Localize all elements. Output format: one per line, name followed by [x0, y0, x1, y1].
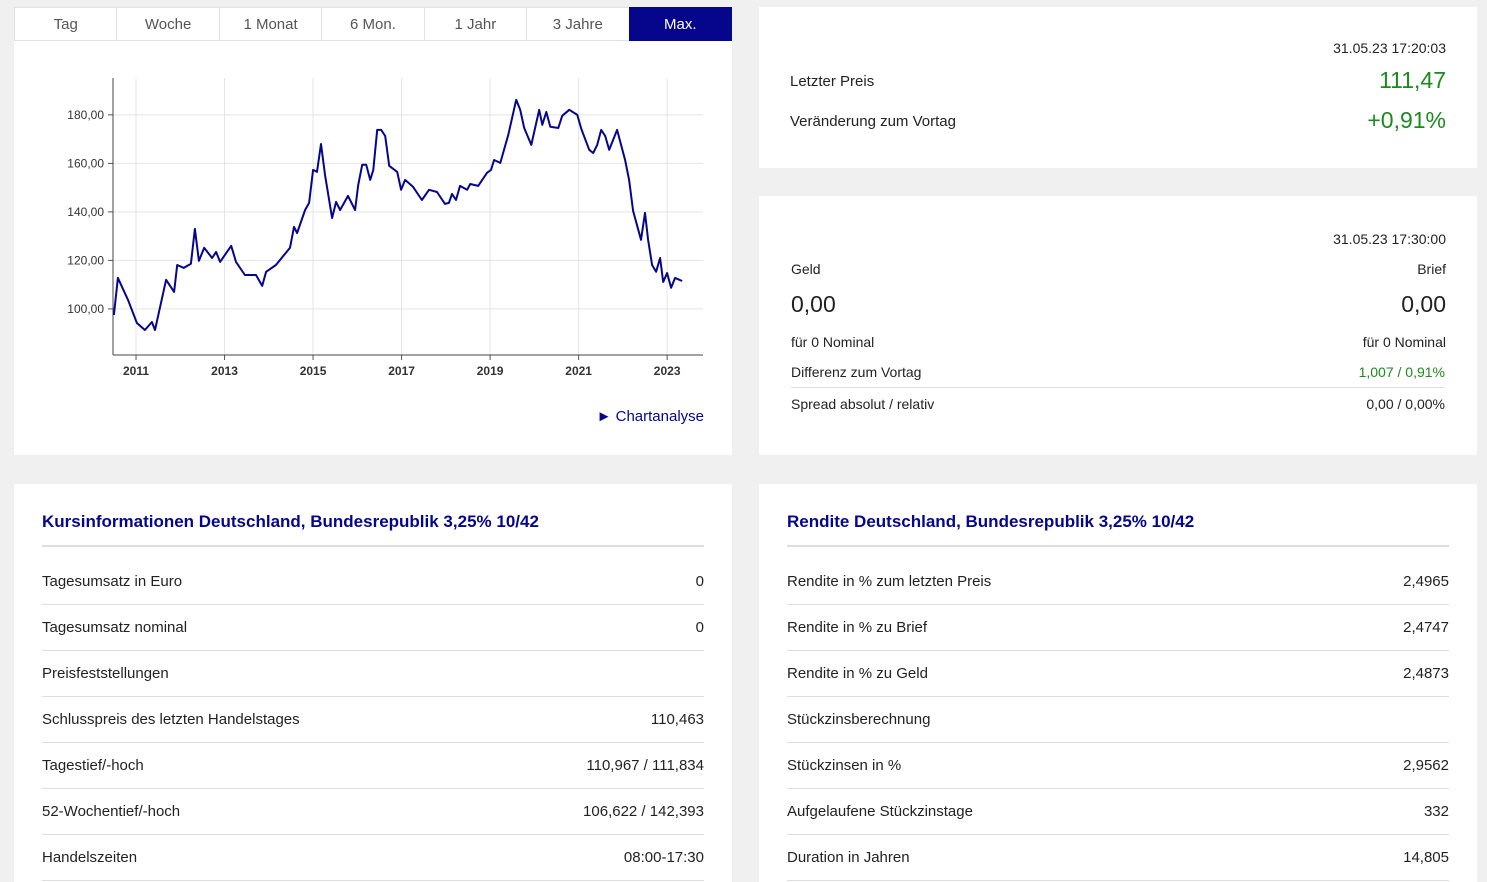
row-value: 2,4965	[1403, 573, 1449, 590]
row-value: 106,622 / 142,393	[583, 803, 704, 820]
quote-panel: 31.05.23 17:30:00 Geld Brief 0,00 0,00 f…	[759, 196, 1477, 455]
row-label: Rendite in % zu Brief	[787, 619, 928, 636]
table-row: Stückzinsberechnung	[787, 697, 1449, 743]
row-label: Spread absolut / relativ	[791, 396, 935, 412]
price-line	[112, 98, 683, 331]
row-label: Tagestief/-hoch	[42, 757, 144, 774]
x-tick-label: 2019	[477, 364, 504, 378]
row-value: 2,4747	[1403, 619, 1449, 636]
table-row: 52-Wochentief/-hoch 106,622 / 142,393	[42, 789, 704, 835]
divider	[42, 545, 704, 547]
row-label: Handelszeiten	[42, 849, 138, 866]
yield-panel: Rendite Deutschland, Bundesrepublik 3,25…	[759, 484, 1477, 882]
row-value: 0	[695, 573, 704, 590]
table-title: Kursinformationen Deutschland, Bundesrep…	[42, 512, 539, 531]
label: Letzter Preis	[790, 73, 875, 90]
tab[interactable]: 3 Jahre	[526, 7, 629, 41]
row-label: Schlusspreis des letzten Handelstages	[42, 711, 300, 728]
row-value: 0	[695, 619, 704, 636]
label: Veränderung zum Vortag	[790, 113, 956, 130]
table-row: Handelszeiten 08:00-17:30	[42, 835, 704, 881]
tab-bar: Tag Woche 1 Monat 6 Mon. 1 Jahr 3 Jahre Max.	[14, 7, 732, 41]
tab[interactable]: 6 Mon.	[321, 7, 424, 41]
row-label: Stückzinsberechnung	[787, 711, 931, 728]
x-tick-label: 2013	[211, 364, 238, 378]
y-tick-label: 180,00	[67, 108, 104, 122]
price-chart: 100,00 120,00 140,00 160,00 180,00 2011 2013 20…	[67, 78, 703, 378]
tab[interactable]: Woche	[116, 7, 219, 41]
row-label: Rendite in % zum letzten Preis	[787, 573, 992, 590]
tab[interactable]: 1 Monat	[218, 7, 322, 41]
row-value: 0,00 / 0,00%	[1366, 396, 1445, 412]
row-value: 332	[1423, 803, 1449, 820]
row-label: Tagesumsatz in Euro	[42, 573, 183, 590]
table-row: Tagesumsatz nominal 0	[42, 605, 704, 651]
chart-link[interactable]: ► Chartanalyse	[596, 408, 704, 425]
timestamp: 31.05.23 17:20:03	[1333, 40, 1446, 56]
value: +0,91%	[1367, 107, 1446, 133]
value: 0,00	[1401, 291, 1446, 317]
label: Brief	[1417, 261, 1446, 277]
row-value: 110,967 / 111,834	[586, 757, 704, 774]
table-row: Aufgelaufene Stückzinstage 332	[787, 789, 1449, 835]
x-tick-label: 2011	[123, 364, 149, 378]
row-label: Rendite in % zu Geld	[787, 665, 928, 682]
row-label: Duration in Jahren	[787, 849, 910, 866]
x-tick-label: 2021	[565, 364, 592, 378]
y-tick-label: 160,00	[67, 156, 104, 170]
row-label: Preisfeststellungen	[42, 665, 169, 682]
row-label: Differenz zum Vortag	[791, 363, 922, 380]
row-label: Aufgelaufene Stückzinstage	[787, 803, 973, 820]
timestamp: 31.05.23 17:30:00	[1333, 231, 1446, 247]
info-panel: Kursinformationen Deutschland, Bundesrep…	[14, 484, 732, 882]
row-value: 14,805	[1403, 849, 1449, 866]
table-row: Tagestief/-hoch 110,967 / 111,834	[42, 743, 704, 789]
label: Geld	[791, 261, 821, 277]
value: 0,00	[791, 291, 836, 317]
x-tick-label: 2017	[388, 364, 415, 378]
tab[interactable]: 1 Jahr	[423, 7, 527, 41]
y-tick-label: 140,00	[67, 205, 104, 219]
table-row: Differenz zum Vortag 1,007 / 0,91%	[791, 356, 1445, 388]
value: 111,47	[1379, 67, 1446, 93]
row-value: 2,4873	[1403, 665, 1449, 682]
table-row: Rendite in % zum letzten Preis 2,4965	[787, 559, 1449, 605]
row-value: 2,9562	[1403, 757, 1449, 774]
table-row: Stückzinsen in % 2,9562	[787, 743, 1449, 789]
chart-panel	[14, 7, 732, 455]
row-label: 52-Wochentief/-hoch	[42, 803, 181, 820]
price-panel: 31.05.23 17:20:03 Letzter Preis 111,47 V…	[759, 7, 1477, 168]
table-row: Tagesumsatz in Euro 0	[42, 559, 704, 605]
table-row: Rendite in % zu Geld 2,4873	[787, 651, 1449, 697]
row-value: 1,007 / 0,91%	[1358, 363, 1445, 380]
tab[interactable]: Tag	[14, 7, 117, 41]
table-row: Schlusspreis des letzten Handelstages 110…	[42, 697, 704, 743]
table-row: Duration in Jahren 14,805	[787, 835, 1449, 881]
row-value: 08:00-17:30	[623, 849, 704, 866]
x-tick-label: 2015	[300, 364, 327, 378]
y-tick-label: 120,00	[67, 253, 104, 267]
divider	[787, 545, 1449, 547]
tab[interactable]: Max.	[628, 7, 732, 41]
row-label: Stückzinsen in %	[787, 757, 902, 774]
table-title: Rendite Deutschland, Bundesrepublik 3,25…	[787, 512, 1195, 531]
table-row: Preisfeststellungen	[42, 651, 704, 697]
row-value: 110,463	[650, 711, 704, 728]
x-tick-label: 2023	[654, 364, 681, 378]
label: für 0 Nominal	[1362, 334, 1446, 350]
row-label: Tagesumsatz nominal	[42, 619, 188, 636]
table-row: Rendite in % zu Brief 2,4747	[787, 605, 1449, 651]
table-row: Spread absolut / relativ 0,00 / 0,00%	[791, 388, 1445, 420]
label: für 0 Nominal	[791, 334, 875, 350]
y-tick-label: 100,00	[67, 302, 104, 316]
